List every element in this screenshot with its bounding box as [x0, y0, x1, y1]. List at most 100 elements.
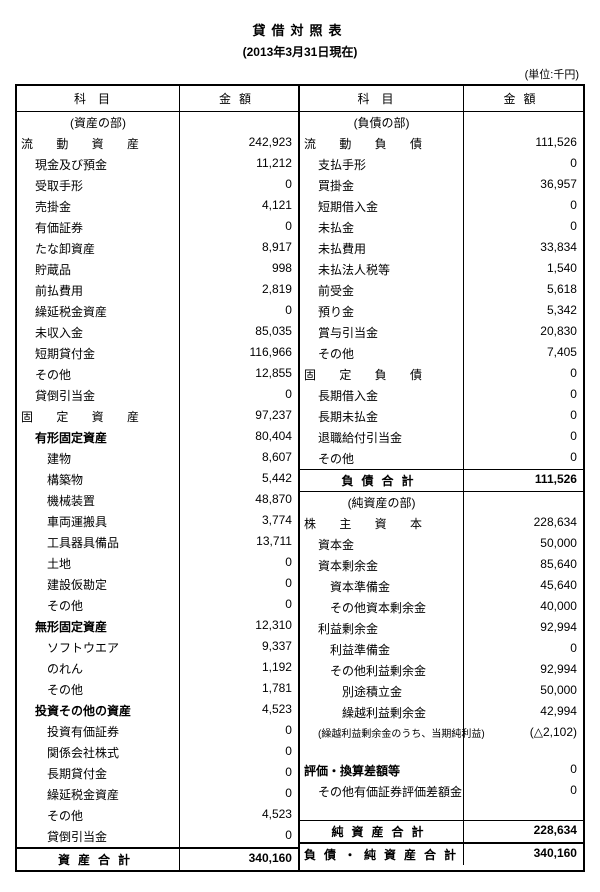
acct-amount: 85,640 [464, 555, 583, 576]
acct-name: 無形固定資産 [17, 616, 180, 637]
acct-amount: 4,523 [180, 700, 298, 721]
acct-name: その他資本剰余金 [300, 597, 464, 618]
table-row: 固 定 負 債0 [300, 364, 583, 385]
acct-amount: 1,540 [464, 259, 583, 280]
acct-amount: 0 [464, 217, 583, 238]
table-row: 前受金5,618 [300, 280, 583, 301]
acct-name: 純資産合計 [300, 820, 464, 842]
acct-amount: 80,404 [180, 427, 298, 448]
acct-name: 利益剰余金 [300, 618, 464, 639]
table-row: 株 主 資 本228,634 [300, 513, 583, 534]
acct-amount: 45,640 [464, 576, 583, 597]
table-row: 資本剰余金85,640 [300, 555, 583, 576]
acct-amount: 228,634 [464, 820, 583, 842]
table-row: 建物8,607 [17, 448, 298, 469]
acct-amount: 85,035 [180, 322, 298, 343]
acct-name [300, 742, 464, 760]
acct-name: 売掛金 [17, 196, 180, 217]
acct-name: 未収入金 [17, 322, 180, 343]
table-row: 別途積立金50,000 [300, 681, 583, 702]
table-row: 受取手形0 [17, 175, 298, 196]
acct-name: 繰延税金資産 [17, 301, 180, 322]
acct-name: (資産の部) [17, 112, 180, 133]
acct-amount: 12,310 [180, 616, 298, 637]
acct-name: その他 [17, 364, 180, 385]
acct-name: 負債・純資産合計 [300, 842, 464, 865]
acct-name: 関係会社株式 [17, 742, 180, 763]
table-row: 前払費用2,819 [17, 280, 298, 301]
acct-name: 流 動 資 産 [17, 133, 180, 154]
acct-amount: 36,957 [464, 175, 583, 196]
acct-amount: 0 [464, 781, 583, 802]
table-row: 構築物5,442 [17, 469, 298, 490]
table-row: たな卸資産8,917 [17, 238, 298, 259]
table-row: 純資産合計228,634 [300, 820, 583, 842]
table-row: 車両運搬具3,774 [17, 511, 298, 532]
acct-amount: 50,000 [464, 534, 583, 555]
acct-name: 長期貸付金 [17, 763, 180, 784]
acct-name: 未払費用 [300, 238, 464, 259]
acct-amount: 0 [180, 574, 298, 595]
table-row: 未払金0 [300, 217, 583, 238]
acct-name: その他 [17, 679, 180, 700]
acct-name: 工具器具備品 [17, 532, 180, 553]
acct-amount: 111,526 [464, 469, 583, 491]
acct-amount [464, 742, 583, 760]
acct-amount: 5,442 [180, 469, 298, 490]
table-row: 利益剰余金92,994 [300, 618, 583, 639]
acct-name: その他有価証券評価差額金 [300, 781, 464, 802]
table-row: 長期未払金0 [300, 406, 583, 427]
acct-name: 負債合計 [300, 469, 464, 491]
table-row: 流 動 資 産242,923 [17, 133, 298, 154]
acct-amount: 5,342 [464, 301, 583, 322]
table-row: 有形固定資産80,404 [17, 427, 298, 448]
acct-name: 資本剰余金 [300, 555, 464, 576]
header-row: 科目 金額 [17, 86, 298, 112]
table-row: 建設仮勘定0 [17, 574, 298, 595]
table-row: 投資有価証券0 [17, 721, 298, 742]
acct-amount: 0 [180, 175, 298, 196]
acct-name: (純資産の部) [300, 491, 464, 513]
acct-amount [464, 112, 583, 133]
acct-amount: 0 [464, 364, 583, 385]
acct-name: (負債の部) [300, 112, 464, 133]
acct-amount: 2,819 [180, 280, 298, 301]
table-row [300, 742, 583, 760]
acct-amount: 0 [464, 406, 583, 427]
table-row: その他12,855 [17, 364, 298, 385]
acct-amount: 0 [180, 553, 298, 574]
table-row: その他4,523 [17, 805, 298, 826]
table-row: 貯蔵品998 [17, 259, 298, 280]
acct-name: 長期未払金 [300, 406, 464, 427]
acct-name: 買掛金 [300, 175, 464, 196]
acct-amount: 116,966 [180, 343, 298, 364]
table-row: 現金及び預金11,212 [17, 154, 298, 175]
acct-amount: 8,917 [180, 238, 298, 259]
hdr-acct: 科目 [17, 86, 180, 111]
hdr-acct: 科目 [300, 86, 464, 111]
table-row [300, 802, 583, 820]
table-row: 退職給付引当金0 [300, 427, 583, 448]
acct-amount: 48,870 [180, 490, 298, 511]
table-row: 貸倒引当金0 [17, 826, 298, 847]
acct-amount: 0 [180, 742, 298, 763]
hdr-amt: 金額 [180, 86, 298, 111]
acct-name [300, 802, 464, 820]
acct-amount: 33,834 [464, 238, 583, 259]
table-row: 短期借入金0 [300, 196, 583, 217]
acct-amount: 0 [180, 763, 298, 784]
table-row: その他資本剰余金40,000 [300, 597, 583, 618]
acct-name: 貸倒引当金 [17, 385, 180, 406]
acct-name: 未払金 [300, 217, 464, 238]
acct-name: のれん [17, 658, 180, 679]
acct-amount: 4,523 [180, 805, 298, 826]
acct-name: 建物 [17, 448, 180, 469]
table-row: 未払費用33,834 [300, 238, 583, 259]
acct-name: 投資その他の資産 [17, 700, 180, 721]
acct-amount: 20,830 [464, 322, 583, 343]
table-row: 未収入金85,035 [17, 322, 298, 343]
table-row: その他利益剰余金92,994 [300, 660, 583, 681]
doc-title: 貸借対照表 [15, 20, 585, 39]
acct-amount: 0 [180, 721, 298, 742]
table-row: 売掛金4,121 [17, 196, 298, 217]
